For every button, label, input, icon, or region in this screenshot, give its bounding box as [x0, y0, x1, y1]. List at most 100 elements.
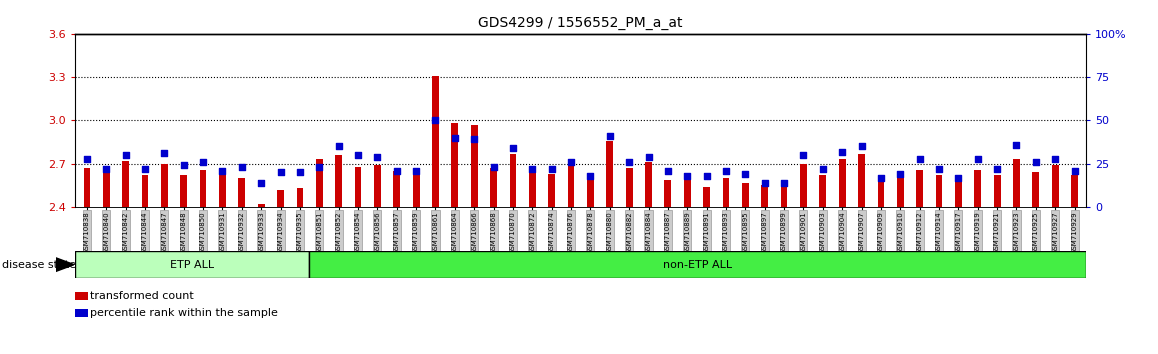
Point [1027, 159, 1046, 165]
Title: GDS4299 / 1556552_PM_a_at: GDS4299 / 1556552_PM_a_at [478, 16, 683, 30]
Point [930, 166, 948, 172]
Point [155, 150, 174, 156]
Bar [703, 187, 710, 207]
Bar [587, 179, 594, 207]
Bar [239, 178, 245, 207]
Text: disease state: disease state [2, 259, 76, 270]
Point [775, 180, 793, 185]
Point [368, 154, 387, 160]
Bar [800, 164, 807, 207]
Point [1007, 142, 1026, 148]
Bar [123, 161, 129, 207]
Point [581, 173, 600, 179]
Bar [490, 168, 497, 207]
Bar [742, 183, 749, 207]
Bar [858, 154, 865, 207]
Bar [780, 185, 787, 207]
Point [814, 166, 833, 172]
Bar [684, 179, 690, 207]
Bar [625, 168, 632, 207]
Point [968, 156, 987, 161]
Bar [83, 168, 90, 207]
Bar [199, 170, 206, 207]
Bar [510, 154, 516, 207]
Point [833, 149, 851, 154]
Point [794, 152, 813, 158]
Bar [141, 175, 148, 207]
Point [446, 135, 464, 141]
Point [388, 168, 406, 173]
Bar [432, 75, 439, 207]
Bar [994, 175, 1001, 207]
Bar [258, 204, 264, 207]
Bar [607, 141, 614, 207]
Bar [296, 188, 303, 207]
Bar [103, 168, 110, 207]
Text: non-ETP ALL: non-ETP ALL [662, 259, 732, 270]
Point [736, 171, 755, 177]
Bar [354, 167, 361, 207]
Point [406, 168, 425, 173]
Point [310, 164, 329, 170]
Point [910, 156, 929, 161]
Point [271, 170, 290, 175]
Point [426, 118, 445, 123]
Bar [878, 181, 885, 207]
Point [1065, 168, 1084, 173]
Text: percentile rank within the sample: percentile rank within the sample [90, 308, 278, 318]
Point [697, 173, 716, 179]
Bar [336, 155, 342, 207]
Bar [471, 125, 477, 207]
Point [717, 168, 735, 173]
Point [852, 144, 871, 149]
Point [639, 154, 658, 160]
FancyBboxPatch shape [308, 251, 1086, 278]
Bar [665, 179, 672, 207]
Point [78, 156, 96, 161]
Bar [394, 171, 401, 207]
Point [542, 166, 560, 172]
Point [135, 166, 154, 172]
Point [291, 170, 309, 175]
Bar [277, 190, 284, 207]
Point [252, 180, 271, 185]
FancyBboxPatch shape [75, 251, 308, 278]
Bar [1033, 172, 1039, 207]
Bar [567, 162, 574, 207]
Point [620, 159, 638, 165]
Point [193, 159, 212, 165]
Bar [412, 171, 419, 207]
Bar [897, 177, 903, 207]
Point [116, 152, 134, 158]
Point [329, 144, 347, 149]
Point [755, 180, 774, 185]
Point [213, 168, 232, 173]
Point [97, 166, 116, 172]
Bar [548, 174, 555, 207]
Point [659, 168, 677, 173]
Text: ETP ALL: ETP ALL [170, 259, 214, 270]
Bar [645, 162, 652, 207]
Bar [1051, 165, 1058, 207]
Bar [374, 165, 381, 207]
Point [891, 171, 909, 177]
Bar [723, 178, 730, 207]
Bar [820, 175, 826, 207]
Bar [955, 179, 962, 207]
Bar [219, 175, 226, 207]
Point [562, 159, 580, 165]
Point [466, 137, 484, 142]
Polygon shape [56, 258, 74, 272]
Bar [916, 170, 923, 207]
Bar [1071, 175, 1078, 207]
Point [950, 175, 968, 181]
Point [484, 164, 503, 170]
Point [872, 175, 891, 181]
Bar [161, 164, 168, 207]
Bar [1013, 159, 1020, 207]
Point [175, 162, 193, 168]
Bar [761, 185, 768, 207]
Bar [529, 172, 536, 207]
Point [1046, 156, 1064, 161]
Point [349, 152, 367, 158]
